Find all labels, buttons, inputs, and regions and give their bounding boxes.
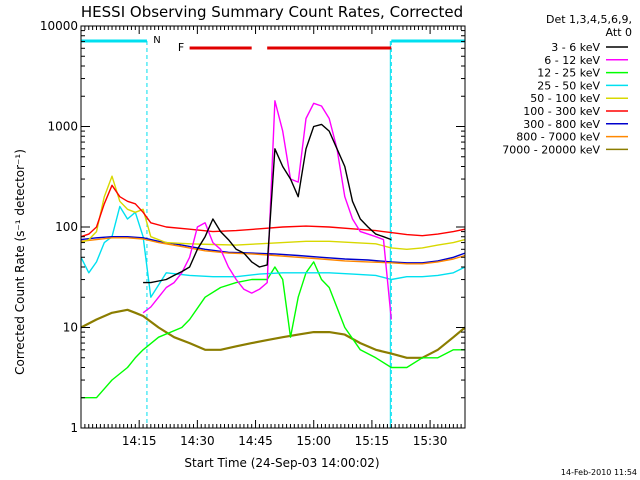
night-marker-label: N (153, 35, 160, 46)
series-line-6-12-kev (142, 100, 392, 320)
legend-label-12-25-kev: 12 - 25 keV (537, 67, 600, 80)
y-tick-label: 1000 (47, 120, 78, 134)
series-line-25-50-kev (80, 205, 466, 298)
y-tick-label: 10 (63, 321, 78, 335)
plot-area (80, 39, 466, 428)
legend-header-line-1: Det 1,3,4,5,6,9, (546, 13, 632, 26)
legend-label-300-800-kev: 300 - 800 keV (523, 118, 600, 131)
legend-label-800-7000-kev: 800 - 7000 keV (516, 131, 600, 144)
x-tick-label: 15:00 (296, 434, 331, 448)
series-line-300-800-kev (80, 235, 466, 264)
x-tick-label: 15:30 (413, 434, 448, 448)
legend-label-3-6-kev: 3 - 6 keV (551, 41, 600, 54)
y-tick-label: 100 (55, 220, 78, 234)
footer-date: 14-Feb-2010 11:54 (561, 468, 637, 477)
y-tick-label: 10000 (40, 19, 78, 33)
chart-title: HESSI Observing Summary Count Rates, Cor… (81, 3, 463, 21)
legend-label-25-50-kev: 25 - 50 keV (537, 79, 600, 92)
series-line-800-7000-kev (80, 237, 466, 265)
series-line-12-25-kev (81, 261, 465, 399)
series-line-7000-20000-kev (80, 308, 466, 359)
axes: 1 10 100 1000 10000 14:15 14:30 14:45 15:00 15:15… (40, 19, 466, 448)
legend-label-100-300-kev: 100 - 300 keV (523, 105, 600, 118)
x-axis-label: Start Time (24-Sep-03 14:00:02) (184, 456, 379, 470)
series-line-3-6-kev (143, 123, 392, 284)
x-tick-label: 14:30 (180, 434, 215, 448)
x-tick-label: 14:45 (238, 434, 273, 448)
series-line-100-300-kev (80, 184, 466, 238)
y-axis-label: Corrected Count Rate (s⁻¹ detector⁻¹) (13, 149, 27, 375)
legend-label-7000-20000-kev: 7000 - 20000 keV (502, 143, 600, 156)
legend-label-50-100-kev: 50 - 100 keV (530, 92, 600, 105)
flare-marker-label: F (178, 41, 184, 54)
series-line-50-100-kev (80, 175, 466, 251)
x-tick-label: 15:15 (355, 434, 390, 448)
legend-header-line-2: Att 0 (606, 26, 632, 39)
legend-label-6-12-kev: 6 - 12 keV (544, 54, 600, 67)
y-tick-label: 1 (70, 421, 78, 435)
x-tick-label: 14:15 (122, 434, 157, 448)
